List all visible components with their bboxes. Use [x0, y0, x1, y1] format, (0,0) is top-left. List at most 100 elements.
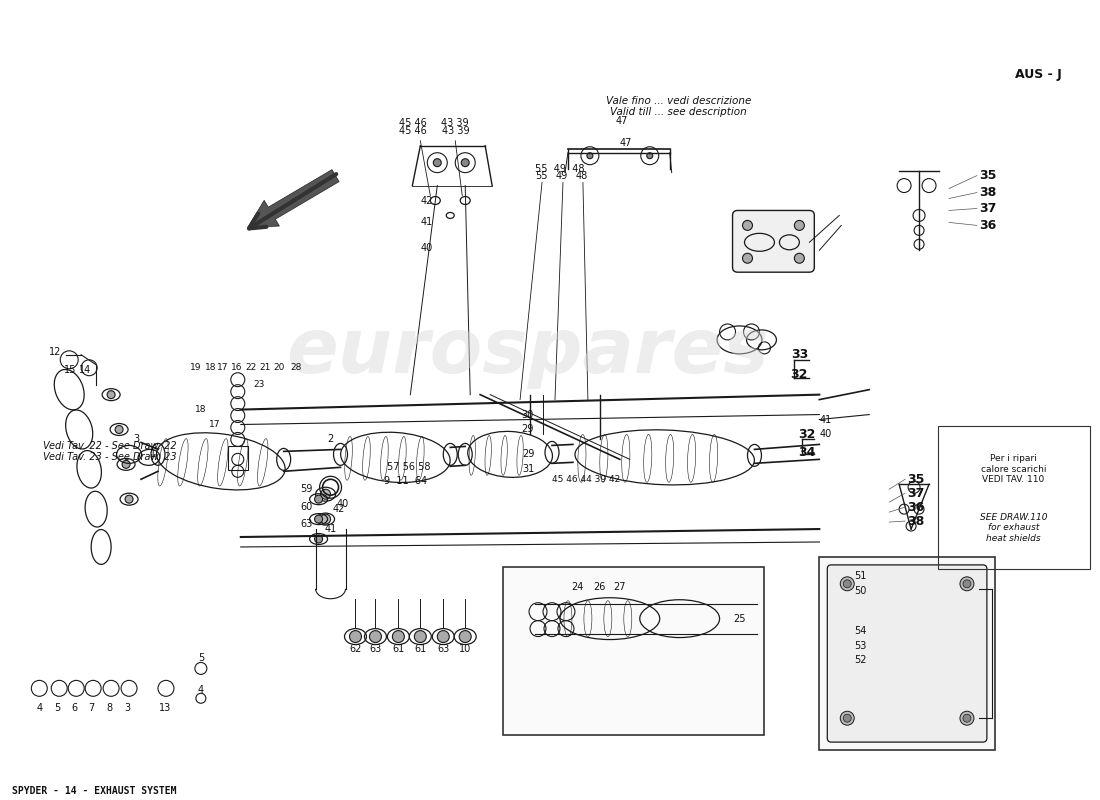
Text: 1: 1 — [150, 450, 156, 459]
Text: 21: 21 — [258, 363, 271, 372]
Circle shape — [116, 426, 123, 434]
Text: 43 39: 43 39 — [441, 118, 469, 128]
Text: 5: 5 — [198, 654, 204, 663]
Circle shape — [122, 460, 130, 468]
Text: 9  11  64: 9 11 64 — [384, 476, 427, 486]
Text: 18: 18 — [195, 405, 207, 414]
Text: 38: 38 — [979, 186, 997, 199]
Circle shape — [844, 580, 851, 588]
Text: 3: 3 — [133, 434, 139, 445]
Text: 42: 42 — [332, 504, 344, 514]
Circle shape — [315, 515, 322, 523]
Text: 22: 22 — [245, 363, 256, 372]
Text: Per i ripari
calore scarichi
VEDI TAV. 110: Per i ripari calore scarichi VEDI TAV. 1… — [981, 454, 1046, 484]
Text: 47: 47 — [619, 138, 632, 148]
Text: 34: 34 — [799, 446, 816, 459]
Text: 14: 14 — [79, 365, 91, 374]
Circle shape — [107, 390, 116, 398]
FancyArrow shape — [248, 170, 339, 227]
Circle shape — [350, 630, 362, 642]
Circle shape — [370, 630, 382, 642]
FancyBboxPatch shape — [820, 557, 994, 750]
Text: Vedi Tav. 22 - See Draw. 22
Vedi Tav. 23 - See Draw. 23: Vedi Tav. 22 - See Draw. 22 Vedi Tav. 23… — [43, 441, 177, 462]
Text: 49: 49 — [556, 170, 568, 181]
Text: 52: 52 — [855, 655, 867, 666]
Circle shape — [315, 495, 322, 503]
Circle shape — [587, 153, 593, 158]
Circle shape — [461, 158, 470, 166]
Text: 63: 63 — [437, 643, 450, 654]
Text: 41: 41 — [420, 218, 432, 227]
Text: 36: 36 — [908, 501, 924, 514]
Text: 32: 32 — [791, 368, 808, 382]
FancyBboxPatch shape — [503, 567, 764, 735]
Text: 57 56 58: 57 56 58 — [386, 462, 430, 472]
Circle shape — [433, 158, 441, 166]
Circle shape — [415, 630, 427, 642]
Text: 13: 13 — [158, 703, 172, 714]
Circle shape — [459, 630, 471, 642]
Text: 20: 20 — [273, 363, 285, 372]
Text: 47: 47 — [616, 116, 628, 126]
Text: 32: 32 — [799, 428, 816, 441]
Text: 61: 61 — [393, 643, 405, 654]
Text: 45 46: 45 46 — [399, 126, 427, 136]
Text: 45 46: 45 46 — [399, 118, 427, 128]
Text: 37: 37 — [979, 202, 997, 215]
Text: 2: 2 — [328, 434, 333, 445]
Text: 33: 33 — [791, 348, 808, 362]
Circle shape — [962, 580, 971, 588]
Text: 19: 19 — [190, 363, 201, 372]
Text: 61: 61 — [415, 643, 427, 654]
Text: 43 39: 43 39 — [442, 126, 470, 136]
Text: 6: 6 — [72, 703, 77, 714]
Circle shape — [840, 577, 855, 590]
Text: 35: 35 — [979, 169, 997, 182]
Circle shape — [125, 495, 133, 503]
Text: SEE DRAW.110
for exhaust
heat shields: SEE DRAW.110 for exhaust heat shields — [980, 513, 1047, 542]
Text: 4: 4 — [36, 703, 43, 714]
Text: 8: 8 — [106, 703, 112, 714]
Circle shape — [315, 535, 322, 543]
Text: 48: 48 — [575, 170, 589, 181]
Circle shape — [393, 630, 405, 642]
Text: 38: 38 — [908, 514, 924, 527]
FancyBboxPatch shape — [733, 210, 814, 272]
Circle shape — [844, 714, 851, 722]
Text: 7: 7 — [88, 703, 95, 714]
Text: 17: 17 — [217, 363, 229, 372]
Text: 37: 37 — [908, 486, 924, 500]
Text: 10: 10 — [459, 643, 471, 654]
Text: 53: 53 — [855, 641, 867, 650]
Text: 16: 16 — [231, 363, 242, 372]
Text: 55: 55 — [535, 170, 548, 181]
Text: AUS - J: AUS - J — [1015, 68, 1062, 81]
Circle shape — [320, 490, 331, 499]
Text: 30: 30 — [521, 410, 534, 419]
Text: 41: 41 — [324, 524, 337, 534]
Text: 59: 59 — [300, 484, 312, 494]
Text: SPYDER - 14 - EXHAUST SYSTEM: SPYDER - 14 - EXHAUST SYSTEM — [12, 786, 177, 796]
Text: 17: 17 — [209, 420, 221, 429]
Circle shape — [794, 221, 804, 230]
Circle shape — [320, 514, 331, 524]
Circle shape — [840, 711, 855, 725]
Text: 3: 3 — [124, 703, 130, 714]
Text: 45 46 44 39 42: 45 46 44 39 42 — [552, 474, 620, 484]
Circle shape — [742, 254, 752, 263]
Text: 55  49  48: 55 49 48 — [536, 164, 585, 174]
Circle shape — [960, 711, 974, 725]
Text: 40: 40 — [420, 243, 432, 254]
Text: 36: 36 — [979, 219, 997, 232]
Text: 31: 31 — [521, 464, 535, 474]
Text: 35: 35 — [908, 473, 924, 486]
Circle shape — [960, 577, 974, 590]
Text: eurospares: eurospares — [287, 315, 769, 389]
Text: 40: 40 — [337, 499, 349, 509]
Text: 23: 23 — [253, 380, 264, 389]
Text: 50: 50 — [855, 586, 867, 596]
Text: 60: 60 — [300, 502, 312, 512]
Text: 24: 24 — [572, 582, 584, 592]
Circle shape — [647, 153, 652, 158]
Text: 28: 28 — [290, 363, 301, 372]
